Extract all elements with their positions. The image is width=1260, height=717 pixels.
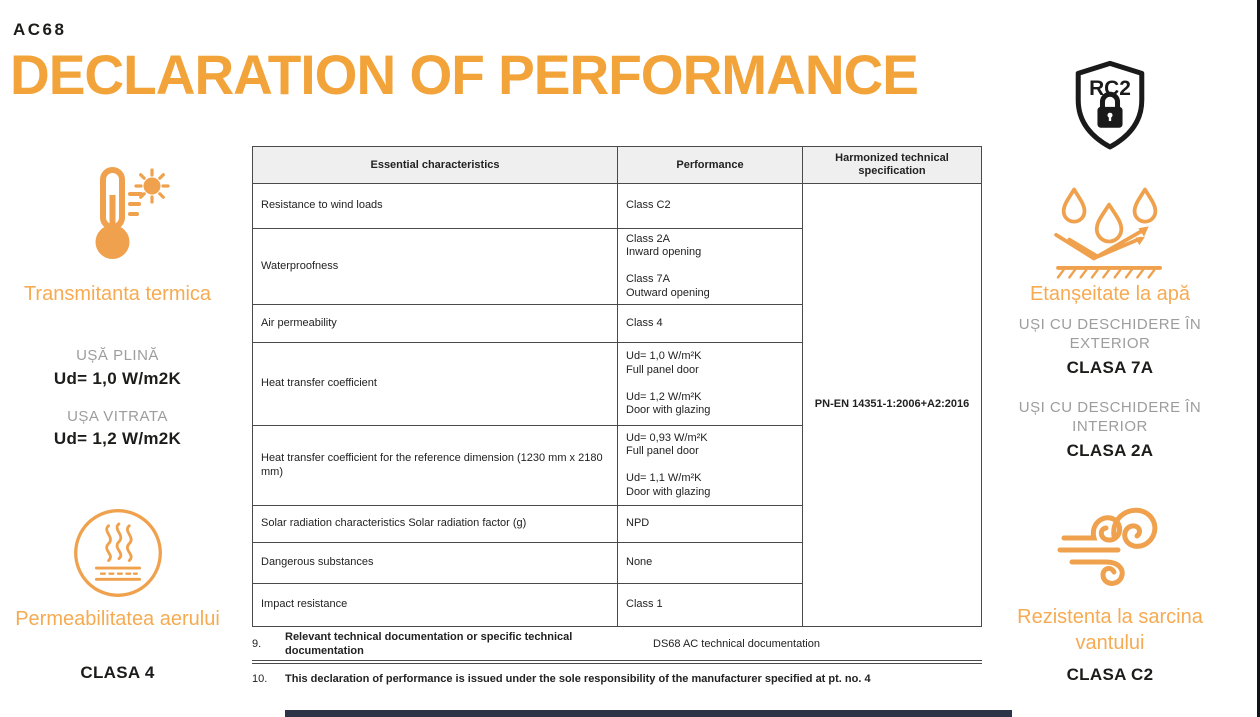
page-bottom-bar xyxy=(285,710,1012,717)
product-code: AC68 xyxy=(13,20,67,39)
water-label-interior: UȘI CU DESCHIDERE ÎN INTERIOR xyxy=(1018,399,1202,435)
rc2-shield-lock-icon: RC2 xyxy=(1075,60,1145,150)
thermal-title: Transmitanta termica xyxy=(23,283,212,305)
note-value: DS68 AC technical documentation xyxy=(653,637,820,650)
thermometer-sun-icon xyxy=(95,167,170,259)
performance-cell: Ud= 0,93 W/m²K Full panel door Ud= 1,1 W… xyxy=(618,426,803,506)
characteristic-cell: Air permeability xyxy=(253,305,618,343)
water-title: Etanșeitate la apă xyxy=(1029,283,1191,305)
note-row-10: 10. This declaration of performance is i… xyxy=(252,673,1012,687)
performance-cell: Class 1 xyxy=(618,584,803,626)
performance-cell: Class 4 xyxy=(618,305,803,343)
water-value-exterior: CLASA 7A xyxy=(1066,358,1154,377)
performance-table: Essential characteristics Performance Harm… xyxy=(252,146,982,627)
air-permeability-icon xyxy=(73,509,162,597)
note-number: 10. xyxy=(252,673,268,685)
characteristic-cell: Solar radiation characteristics Solar ra… xyxy=(253,506,618,543)
air-class-value: CLASA 4 xyxy=(80,663,155,682)
characteristic-cell: Dangerous substances xyxy=(253,543,618,584)
specification-cell: PN-EN 14351-1:2006+A2:2016 xyxy=(814,398,970,411)
performance-cell: Ud= 1,0 W/m²K Full panel door Ud= 1,2 W/… xyxy=(618,343,803,426)
left-sidebar: Transmitanta termica UȘĂ PLINĂ Ud= 1,0 W… xyxy=(0,0,235,717)
note-number: 9. xyxy=(252,637,262,650)
page-right-edge xyxy=(1257,0,1260,717)
performance-cell: Class 2A Inward opening Class 7A Outward… xyxy=(618,229,803,305)
page-title: DECLARATION OF PERFORMANCE xyxy=(10,43,919,107)
right-sidebar: RC2 Etanș xyxy=(996,0,1224,717)
note-text: Relevant technical documentation or spec… xyxy=(285,631,573,657)
performance-cell: Class C2 xyxy=(618,184,803,229)
notes-divider xyxy=(252,660,982,664)
characteristic-cell: Waterproofness xyxy=(253,229,618,305)
water-drops-bounce-icon xyxy=(1054,187,1162,279)
performance-cell: NPD xyxy=(618,506,803,543)
air-title: Permeabilitatea aerului xyxy=(15,608,220,630)
table-header-cell: Essential characteristics xyxy=(253,147,618,184)
wind-swirl-icon xyxy=(1057,507,1158,586)
table-header-cell: Performance xyxy=(618,147,803,184)
performance-cell: None xyxy=(618,543,803,584)
thermal-value-glazed-door: Ud= 1,2 W/m2K xyxy=(53,429,182,448)
characteristic-cell: Resistance to wind loads xyxy=(253,184,618,229)
characteristic-cell: Impact resistance xyxy=(253,584,618,626)
note-text: This declaration of performance is issue… xyxy=(285,673,871,685)
wind-class-value: CLASA C2 xyxy=(1066,665,1154,684)
wind-title: Rezistenta la sarcina vantului xyxy=(1017,606,1203,654)
water-label-exterior: UȘI CU DESCHIDERE ÎN EXTERIOR xyxy=(1018,316,1202,352)
thermal-label-full-door: UȘĂ PLINĂ xyxy=(76,347,159,364)
characteristic-cell: Heat transfer coefficient for the refere… xyxy=(253,426,618,506)
thermal-value-full-door: Ud= 1,0 W/m2K xyxy=(53,369,182,388)
water-value-interior: CLASA 2A xyxy=(1066,441,1154,460)
characteristic-cell: Heat transfer coefficient xyxy=(253,343,618,426)
note-row-9: 9. Relevant technical documentation or s… xyxy=(252,631,982,658)
thermal-label-glazed-door: UȘA VITRATA xyxy=(67,408,168,425)
rc2-badge-label: RC2 xyxy=(1089,77,1131,100)
table-header-cell: Harmonized technical specification xyxy=(803,147,981,184)
